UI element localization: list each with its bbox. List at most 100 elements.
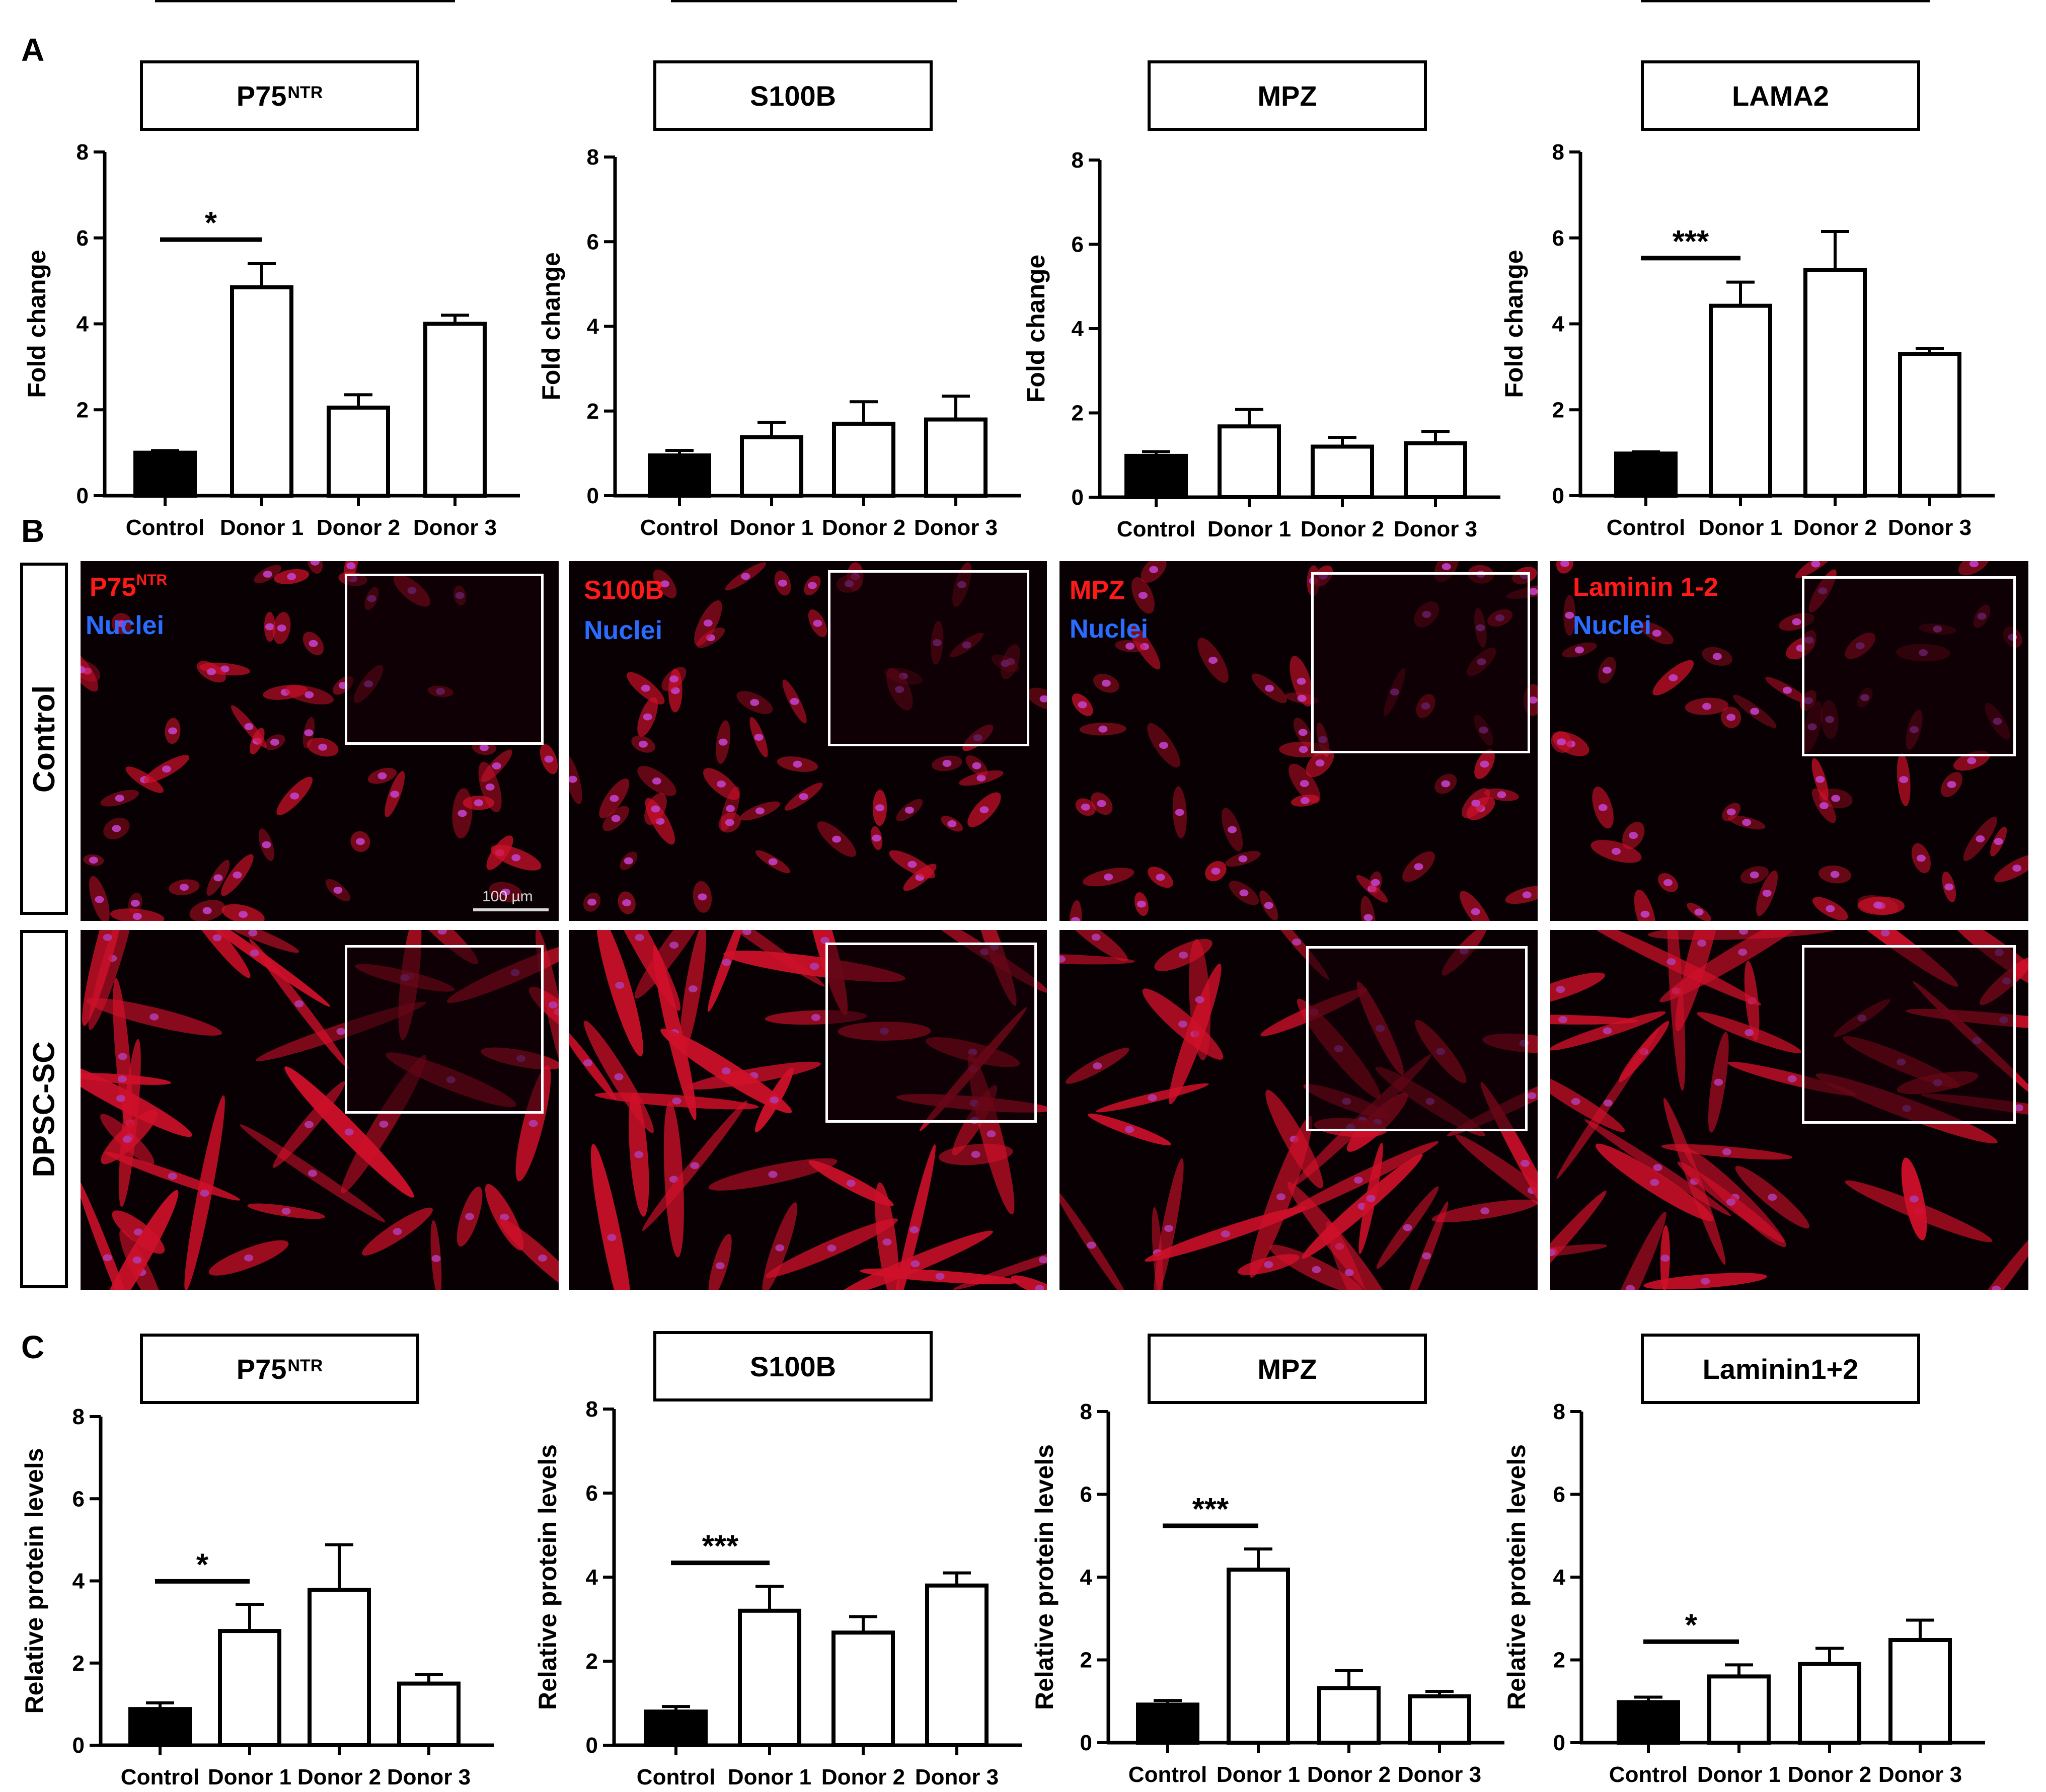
cell-nucleus [538, 1254, 547, 1262]
cell-nucleus [1136, 900, 1146, 908]
y-tick-label: 6 [586, 1481, 598, 1506]
cell-nucleus [1264, 1261, 1273, 1269]
cell-nucleus [615, 981, 625, 989]
cell-nucleus [233, 871, 242, 879]
bar [1798, 1662, 1861, 1745]
cell-nucleus [979, 806, 989, 814]
cell-nucleus [117, 620, 126, 628]
cell-nucleus [1480, 1207, 1490, 1215]
cell-nucleus [1652, 630, 1661, 637]
x-tick-label: Donor 2 [1788, 1762, 1871, 1787]
x-tick-label: Donor 1 [220, 515, 304, 540]
cell-nucleus [652, 777, 661, 785]
row-label-dpsc-sc: DPSC-SC [20, 930, 68, 1288]
chart-title: MPZ [1257, 1353, 1317, 1385]
cell-nucleus [1097, 800, 1106, 807]
bar [133, 450, 197, 498]
zoom-inset [1311, 572, 1530, 753]
significance-label: * [205, 206, 217, 241]
cell-nucleus [1819, 802, 1829, 810]
cell-nucleus [1603, 1027, 1612, 1035]
cell-nucleus [1195, 996, 1204, 1003]
cell-nucleus [1059, 955, 1066, 963]
cell-body [1460, 891, 1492, 921]
cell-nucleus [1312, 1266, 1321, 1273]
cell-nucleus [458, 810, 467, 817]
y-tick-label: 6 [1080, 1483, 1092, 1507]
cell-nucleus [1071, 917, 1080, 921]
x-tick-label: Donor 1 [730, 515, 813, 540]
cell-nucleus [1575, 646, 1584, 654]
y-tick-label: 2 [587, 399, 599, 424]
cell-nucleus [1344, 1269, 1354, 1276]
cell-nucleus [281, 1207, 291, 1215]
y-tick-label: 6 [72, 1487, 85, 1511]
cell-nucleus [1726, 714, 1736, 721]
y-tick-label: 8 [72, 1405, 85, 1429]
micrograph-p75-control: P75NTR Nuclei 100 µm [81, 561, 559, 921]
bar [925, 1583, 989, 1747]
cell-nucleus [660, 580, 669, 588]
x-tick-label: Donor 3 [1398, 1762, 1481, 1787]
cell-nucleus [333, 887, 343, 894]
y-tick-label: 6 [1553, 1483, 1565, 1507]
cell-nucleus [583, 1059, 592, 1067]
chart-title-box: P75 NTR [140, 1334, 419, 1404]
y-tick-label: 8 [1080, 1399, 1092, 1424]
cell-nucleus [355, 838, 365, 845]
cell-nucleus [1091, 933, 1101, 941]
cell-nucleus [813, 619, 822, 627]
x-tick-label: Donor 1 [208, 1765, 291, 1789]
chart-title-box: S100B [653, 1331, 933, 1401]
cell-nucleus [1650, 1179, 1659, 1186]
cell-nucleus [569, 775, 577, 783]
significance-label: *** [796, 0, 832, 7]
panel-label-c: C [21, 1329, 45, 1365]
cell-nucleus [304, 1121, 314, 1128]
x-tick-label: Donor 2 [317, 515, 400, 540]
chart-title-box: MPZ [1148, 60, 1427, 131]
cell-nucleus [1164, 1225, 1174, 1232]
cell-nucleus [1640, 910, 1650, 918]
cell-nucleus [1556, 986, 1565, 993]
cell-nucleus [799, 793, 808, 800]
cell-nucleus [310, 561, 320, 566]
cell-field [81, 561, 559, 921]
y-axis-label: Fold change [1500, 250, 1528, 398]
significance-label: * [196, 1547, 209, 1582]
cell-nucleus [722, 959, 731, 966]
cell-nucleus [790, 697, 799, 705]
y-tick-label: 2 [72, 1651, 85, 1676]
cell-nucleus [832, 835, 842, 843]
cell-nucleus [1522, 891, 1532, 899]
cell-nucleus [168, 1173, 177, 1180]
cell-nucleus [200, 1189, 209, 1197]
cell-nucleus [1038, 1256, 1047, 1264]
cell-nucleus [1762, 889, 1772, 897]
y-tick-label: 4 [587, 315, 599, 339]
cell-nucleus [1750, 871, 1759, 879]
zoom-inset [345, 574, 544, 745]
micrograph-laminin-dpsc-sc [1550, 930, 2028, 1290]
cell-nucleus [202, 907, 212, 914]
bar [1124, 453, 1188, 499]
cell-nucleus [1363, 914, 1373, 921]
bar [308, 1588, 371, 1748]
cell-nucleus [1782, 686, 1792, 694]
cell-nucleus [1125, 643, 1135, 650]
cell-nucleus [265, 623, 274, 631]
zoom-inset [1306, 946, 1528, 1131]
significance-label: *** [1673, 224, 1709, 259]
x-tick-label: Control [126, 515, 204, 540]
x-tick-label: Control [640, 515, 719, 540]
cell-body [1405, 1201, 1449, 1290]
cell-nucleus [1299, 746, 1308, 753]
x-tick-label: Donor 1 [1697, 1762, 1781, 1787]
cell-nucleus [130, 899, 140, 907]
y-axis-label: Relative protein levels [20, 1448, 48, 1713]
cell-nucleus [1087, 1241, 1096, 1249]
cell-nucleus [548, 1001, 558, 1009]
chart-title-superscript: NTR [287, 83, 323, 102]
y-axis-label: Fold change [537, 252, 565, 400]
cell-nucleus [1148, 1094, 1157, 1102]
